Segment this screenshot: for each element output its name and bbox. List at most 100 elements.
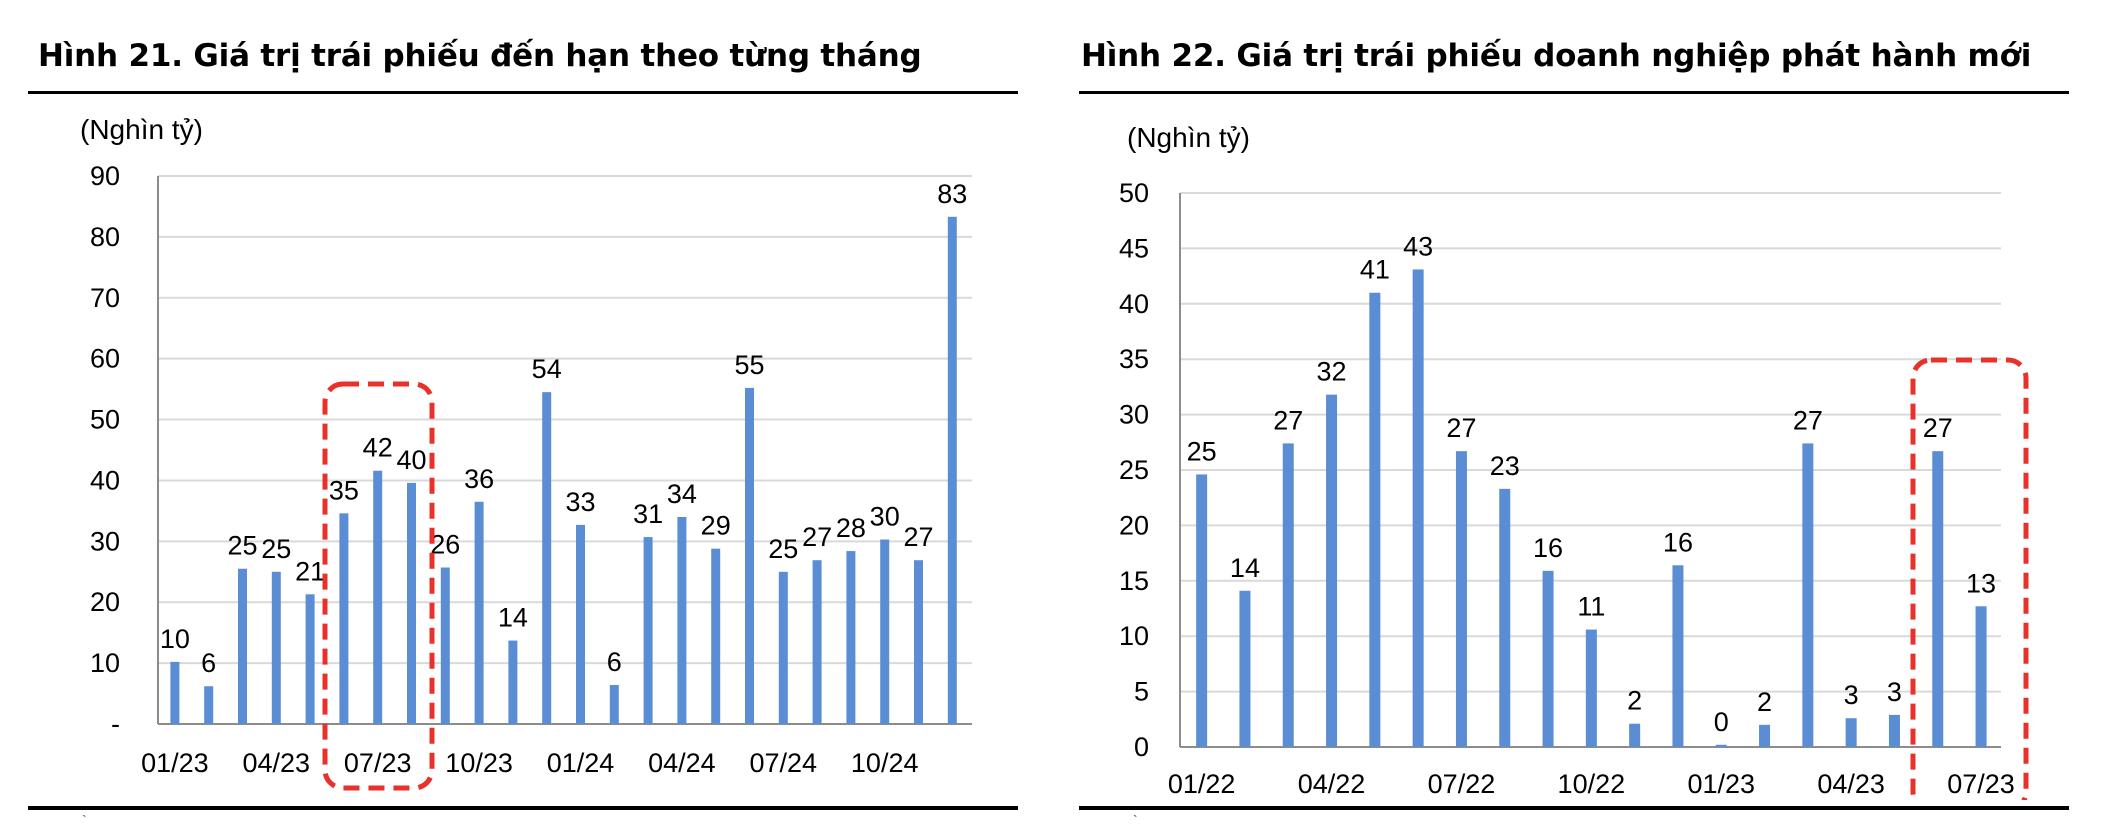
bar (373, 470, 383, 724)
bar (576, 524, 585, 724)
bottom-rule (1079, 806, 2069, 810)
title-rule (28, 91, 1018, 94)
bar (1932, 451, 1944, 747)
bar (1629, 723, 1641, 747)
y-tick-label: 10 (1119, 621, 1149, 651)
bar (609, 685, 619, 724)
x-tick-label: 07/23 (344, 748, 412, 778)
bar-value-label: 32 (1317, 357, 1347, 387)
bar (170, 661, 180, 724)
bar-value-label: 31 (633, 499, 663, 529)
bar-value-label: 2 (1627, 686, 1642, 716)
x-tick-label: 07/22 (1428, 769, 1496, 799)
bar-value-label: 16 (1533, 533, 1563, 563)
x-tick-label: 01/23 (141, 748, 209, 778)
bar (1499, 488, 1511, 747)
bar-value-label: 35 (329, 475, 359, 505)
bar-value-label: 27 (1923, 413, 1953, 443)
x-tick-label: 10/23 (445, 748, 513, 778)
y-tick-label: 30 (90, 526, 120, 556)
bar-value-label: 83 (937, 179, 967, 209)
bar-value-label: 33 (565, 487, 595, 517)
bar-value-label: 27 (1446, 413, 1476, 443)
bar (1672, 565, 1684, 747)
bar (204, 686, 214, 724)
y-tick-label: 20 (90, 587, 120, 617)
bar-value-label: 3 (1887, 677, 1902, 707)
bar-value-label: 14 (1230, 553, 1260, 583)
y-tick-label: 15 (1119, 566, 1149, 596)
title-rule (1079, 91, 2069, 94)
bar-value-label: 6 (607, 647, 622, 677)
chart-panel-left: Hình 21. Giá trị trái phiếu đến hạn theo… (0, 0, 1030, 828)
y-tick-label: 90 (90, 161, 120, 191)
highlight-box (322, 381, 435, 791)
bar (947, 216, 957, 724)
x-tick-label: 01/22 (1168, 769, 1236, 799)
bar (1239, 590, 1251, 747)
bar-value-label: 11 (1577, 592, 1605, 622)
y-tick-label: 50 (1119, 178, 1149, 208)
y-tick-label: - (111, 709, 120, 739)
bar (745, 387, 754, 724)
y-tick-label: 30 (1119, 400, 1149, 430)
bar (846, 551, 856, 724)
bar (542, 392, 552, 724)
y-tick-label: 60 (90, 344, 120, 374)
bar (812, 560, 822, 724)
bar-value-label: 25 (227, 531, 257, 561)
x-tick-label: 07/23 (1947, 769, 2015, 799)
bar (440, 567, 450, 724)
unit-label: (Nghìn tỷ) (1127, 122, 1250, 153)
bar (1759, 724, 1771, 747)
x-tick-label: 10/24 (851, 748, 919, 778)
bar (1975, 606, 1987, 747)
chart-title: Hình 21. Giá trị trái phiếu đến hạn theo… (38, 38, 922, 74)
bar-value-label: 6 (201, 648, 216, 678)
bar-value-label: 3 (1844, 680, 1859, 710)
y-tick-label: 70 (90, 283, 120, 313)
bar (1845, 718, 1857, 747)
y-tick-label: 20 (1119, 510, 1149, 540)
y-tick-label: 45 (1119, 233, 1149, 263)
bar-chart: (Nghìn tỷ)051015202530354045502514273241… (1119, 122, 2029, 800)
bar-value-label: 25 (1187, 436, 1217, 466)
bar-value-label: 55 (734, 350, 764, 380)
y-tick-label: 40 (1119, 289, 1149, 319)
bar-value-label: 26 (430, 530, 460, 560)
bar (1542, 570, 1554, 747)
bar-value-label: 41 (1360, 255, 1390, 285)
bar (711, 548, 721, 724)
bar (305, 594, 315, 724)
bar (508, 640, 518, 724)
bar-value-label: 27 (903, 522, 933, 552)
bar-value-label: 27 (802, 522, 832, 552)
bar-value-label: 14 (498, 603, 528, 633)
x-tick-label: 04/23 (1817, 769, 1885, 799)
chart-title: Hình 22. Giá trị trái phiếu doanh nghiệp… (1081, 38, 2032, 74)
bar-value-label: 29 (701, 511, 731, 541)
bar-value-label: 16 (1663, 527, 1693, 557)
bar-value-label: 10 (160, 624, 190, 654)
bar (1282, 443, 1294, 747)
bar (474, 501, 484, 724)
x-tick-label: 07/24 (750, 748, 818, 778)
bar (1802, 443, 1814, 747)
x-tick-label: 01/23 (1687, 769, 1755, 799)
bar-value-label: 43 (1403, 231, 1433, 261)
bar (238, 568, 247, 724)
bar (914, 560, 923, 724)
y-tick-label: 40 (90, 465, 120, 495)
highlight-box (1910, 357, 2029, 800)
y-tick-label: 5 (1134, 677, 1149, 707)
bar-value-label: 13 (1966, 568, 1996, 598)
x-tick-label: 04/23 (243, 748, 311, 778)
bar (1455, 451, 1467, 747)
bar-value-label: 2 (1757, 687, 1772, 717)
bar-value-label: 27 (1793, 405, 1823, 435)
bar (271, 571, 281, 724)
bar (1412, 269, 1424, 747)
y-tick-label: 25 (1119, 455, 1149, 485)
bar (407, 482, 416, 724)
